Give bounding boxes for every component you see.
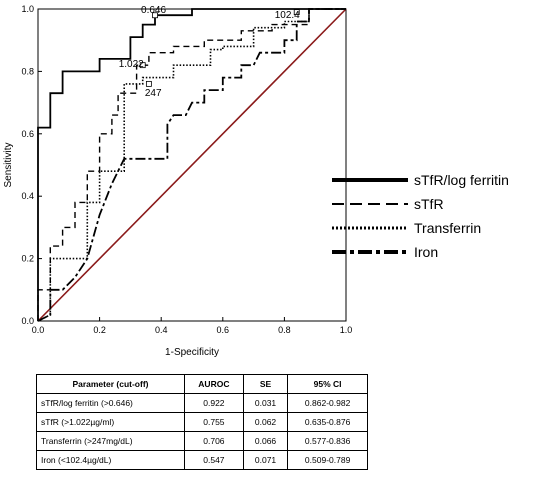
cell-ci: 0.509-0.789 (287, 450, 368, 470)
reference-line-layer (37, 8, 347, 322)
series-line-dashdot (37, 8, 346, 322)
header-se: SE (242, 374, 289, 394)
y-tick-label: 0.0 (21, 316, 34, 326)
y-tick-label: 0.8 (21, 66, 34, 76)
y-tick-label: 1.0 (21, 4, 34, 14)
cell-parameter: sTfR (>1.022µg/ml) (36, 412, 185, 432)
reference-diagonal-line (37, 8, 347, 322)
y-tick-label: 0.2 (21, 254, 34, 264)
cell-auroc: 0.706 (183, 431, 244, 451)
table-row: Transferrin (>247mg/dL) 0.706 0.066 0.57… (36, 431, 368, 451)
table-row: sTfR/log ferritin (>0.646) 0.922 0.031 0… (36, 393, 368, 413)
x-axis-label: 1-Specificity (165, 347, 219, 358)
legend-swatch-dotted (332, 226, 408, 230)
y-tick-label: 0.6 (21, 129, 34, 139)
annotation-layer: 0.646 1.022 247 102.4 (119, 5, 300, 99)
series-line-dotted (37, 8, 346, 322)
table-header-row: Parameter (cut-off) AUROC SE 95% CI (36, 374, 368, 394)
x-tick-label: 1.0 (340, 325, 353, 335)
y-tick-label: 0.4 (21, 191, 34, 201)
cutoff-marker (145, 80, 152, 87)
legend-swatch-dashdot (332, 250, 408, 254)
cutoff-marker (152, 12, 158, 19)
x-tick-label: 0.2 (93, 325, 106, 335)
legend-swatch-solid (332, 178, 408, 182)
cell-ci: 0.635-0.876 (287, 412, 368, 432)
legend-swatch-dashed (332, 203, 408, 205)
series-layer (37, 8, 346, 322)
header-parameter: Parameter (cut-off) (36, 374, 185, 394)
legend-label: Iron (414, 244, 439, 260)
x-tick-label: 0.8 (278, 325, 291, 335)
cell-se: 0.066 (242, 431, 289, 451)
legend: sTfR/log ferritin sTfR Transferrin Iron (330, 168, 545, 264)
series-line-solid (37, 8, 346, 321)
legend-label: sTfR/log ferritin (414, 172, 509, 188)
cutoff-label: 1.022 (119, 59, 144, 70)
x-tick-label: 0.0 (32, 325, 45, 335)
y-axis-label: Sensitivity (3, 142, 14, 187)
results-table: Parameter (cut-off) AUROC SE 95% CI sTfR… (36, 374, 368, 470)
cell-auroc: 0.922 (183, 393, 244, 413)
legend-item: sTfR (330, 192, 545, 216)
cell-auroc: 0.755 (183, 412, 244, 432)
cell-parameter: sTfR/log ferritin (>0.646) (36, 393, 185, 413)
legend-label: Transferrin (414, 220, 482, 236)
table-row: sTfR (>1.022µg/ml) 0.755 0.062 0.635-0.8… (36, 412, 368, 432)
cutoff-label: 102.4 (275, 10, 300, 21)
cell-se: 0.071 (242, 450, 289, 470)
cutoff-marker (139, 62, 146, 69)
legend-label: sTfR (414, 196, 444, 212)
legend-item: Iron (330, 240, 545, 264)
header-ci: 95% CI (287, 374, 368, 394)
cell-se: 0.031 (242, 393, 289, 413)
x-tick-label: 0.4 (155, 325, 168, 335)
cell-se: 0.062 (242, 412, 289, 432)
cell-auroc: 0.547 (183, 450, 244, 470)
cell-parameter: Transferrin (>247mg/dL) (36, 431, 185, 451)
legend-item: Transferrin (330, 216, 545, 240)
cutoff-label: 247 (145, 88, 162, 99)
header-auroc: AUROC (183, 374, 244, 394)
legend-item: sTfR/log ferritin (330, 168, 545, 192)
cutoff-label: 0.646 (141, 5, 166, 16)
cell-ci: 0.577-0.836 (287, 431, 368, 451)
x-tick-label: 0.6 (217, 325, 230, 335)
table-row: Iron (<102.4µg/dL) 0.547 0.071 0.509-0.7… (36, 450, 368, 470)
cutoff-marker (293, 9, 300, 16)
cell-parameter: Iron (<102.4µg/dL) (36, 450, 185, 470)
ticks-layer: 0.0 0.2 0.4 0.6 0.8 1.0 0.0 0.2 0.4 0.6 0.8 1.0 (21, 4, 352, 335)
cell-ci: 0.862-0.982 (287, 393, 368, 413)
series-line-dashed (37, 8, 346, 321)
